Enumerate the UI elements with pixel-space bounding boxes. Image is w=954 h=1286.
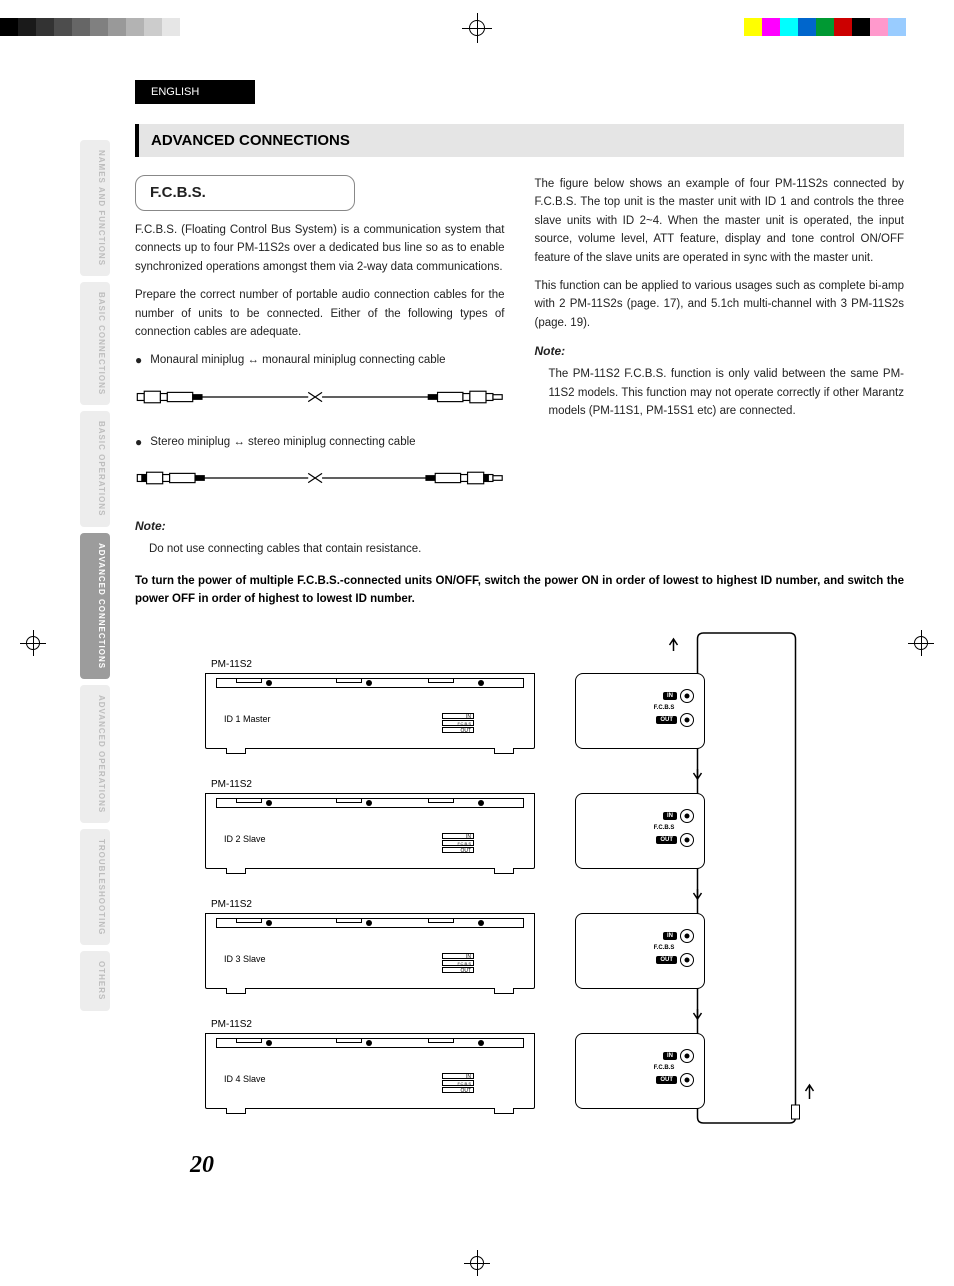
jack-in-icon: [680, 809, 694, 823]
jack-in-label: IN: [663, 812, 677, 820]
jack-out-icon: [680, 713, 694, 727]
jack-mid-label: F.C.B.S: [634, 945, 694, 951]
unit-model-label: PM-11S2: [211, 779, 535, 790]
note-text: Do not use connecting cables that contai…: [135, 540, 505, 558]
color-swatch: [906, 18, 924, 36]
color-swatch: [816, 18, 834, 36]
unit-model-label: PM-11S2: [211, 899, 535, 910]
color-swatch: [126, 18, 144, 36]
registration-target-icon: [462, 13, 492, 43]
paragraph: The figure below shows an example of fou…: [535, 175, 905, 267]
color-swatch: [888, 18, 906, 36]
jack-out-label: OUT: [656, 836, 677, 844]
color-swatch: [72, 18, 90, 36]
section-heading: F.C.B.S.: [135, 175, 355, 211]
bullet-text: Stereo miniplug ↔ stereo miniplug connec…: [150, 433, 415, 452]
note-label: Note:: [535, 342, 905, 361]
paragraph: This function can be applied to various …: [535, 277, 905, 332]
unit-back: IN F.C.B.S OUT: [575, 1033, 705, 1109]
jack-in-label: IN: [663, 1052, 677, 1060]
unit-model-label: PM-11S2: [211, 1019, 535, 1030]
color-swatch: [54, 18, 72, 36]
color-swatch: [144, 18, 162, 36]
side-tab: ADVANCED OPERATIONS: [80, 685, 110, 823]
page-title: ADVANCED CONNECTIONS: [135, 124, 904, 157]
unit-front: PM-11S2 ID 2 Slave INF.C.B.SOUT: [205, 779, 535, 869]
side-tab: BASIC OPERATIONS: [80, 411, 110, 526]
registration-target-icon: [20, 630, 46, 656]
unit-front: PM-11S2 ID 3 Slave INF.C.B.SOUT: [205, 899, 535, 989]
jack-in-label: IN: [663, 932, 677, 940]
unit-back: IN F.C.B.S OUT: [575, 913, 705, 989]
side-tab: NAMES AND FUNCTIONS: [80, 140, 110, 276]
unit-id-label: ID 1 Master: [224, 714, 271, 724]
unit-back: IN F.C.B.S OUT: [575, 793, 705, 869]
color-swatch: [108, 18, 126, 36]
stereo-cable-icon: [135, 462, 505, 494]
side-tab: TROUBLESHOOTING: [80, 829, 110, 945]
registration-target-icon: [464, 1250, 490, 1276]
left-column: F.C.B.S. F.C.B.S. (Floating Control Bus …: [135, 175, 505, 558]
color-swatch: [762, 18, 780, 36]
unit-front: PM-11S2 ID 1 Master INF.C.B.SOUT: [205, 659, 535, 749]
jack-in-label: IN: [663, 692, 677, 700]
jack-in-icon: [680, 929, 694, 943]
paragraph: F.C.B.S. (Floating Control Bus System) i…: [135, 221, 505, 276]
jack-out-icon: [680, 1073, 694, 1087]
right-column: The figure below shows an example of fou…: [535, 175, 905, 558]
color-swatch: [18, 18, 36, 36]
side-tab: ADVANCED CONNECTIONS: [80, 533, 110, 679]
unit-back: IN F.C.B.S OUT: [575, 673, 705, 749]
side-tab: OTHERS: [80, 951, 110, 1010]
color-swatch: [852, 18, 870, 36]
color-swatch: [744, 18, 762, 36]
paragraph: Prepare the correct number of portable a…: [135, 286, 505, 341]
color-swatch: [798, 18, 816, 36]
power-note: To turn the power of multiple F.C.B.S.-c…: [135, 572, 904, 609]
mono-cable-icon: [135, 381, 505, 413]
jack-out-label: OUT: [656, 716, 677, 724]
jack-out-label: OUT: [656, 1076, 677, 1084]
side-tabs: NAMES AND FUNCTIONS BASIC CONNECTIONS BASI…: [80, 140, 110, 1011]
registration-target-icon: [908, 630, 934, 656]
color-swatch: [0, 18, 18, 36]
jack-mid-label: F.C.B.S: [634, 705, 694, 711]
connection-diagram: PM-11S2 ID 1 Master INF.C.B.SOUT IN F.C.…: [135, 629, 904, 1169]
jack-out-label: OUT: [656, 956, 677, 964]
jack-in-icon: [680, 689, 694, 703]
note-label: Note:: [135, 517, 505, 536]
unit-front: PM-11S2 ID 4 Slave INF.C.B.SOUT: [205, 1019, 535, 1109]
color-swatch: [870, 18, 888, 36]
jack-in-icon: [680, 1049, 694, 1063]
jack-out-icon: [680, 953, 694, 967]
color-swatch: [834, 18, 852, 36]
color-swatch: [180, 18, 198, 36]
unit-id-label: ID 4 Slave: [224, 1074, 266, 1084]
bullet-icon: ●: [135, 351, 142, 370]
note-text: The PM-11S2 F.C.B.S. function is only va…: [535, 365, 905, 420]
side-tab: BASIC CONNECTIONS: [80, 282, 110, 405]
color-swatch: [162, 18, 180, 36]
unit-id-label: ID 2 Slave: [224, 834, 266, 844]
color-swatch: [36, 18, 54, 36]
page-number: 20: [190, 1152, 214, 1179]
jack-mid-label: F.C.B.S: [634, 1065, 694, 1071]
bullet-text: Monaural miniplug ↔ monaural miniplug co…: [150, 351, 445, 370]
color-swatch: [90, 18, 108, 36]
print-registration-bar: [0, 18, 954, 36]
unit-id-label: ID 3 Slave: [224, 954, 266, 964]
bullet-icon: ●: [135, 433, 142, 452]
unit-model-label: PM-11S2: [211, 659, 535, 670]
language-header: ENGLISH: [135, 80, 255, 104]
color-swatch: [780, 18, 798, 36]
jack-out-icon: [680, 833, 694, 847]
jack-mid-label: F.C.B.S: [634, 825, 694, 831]
